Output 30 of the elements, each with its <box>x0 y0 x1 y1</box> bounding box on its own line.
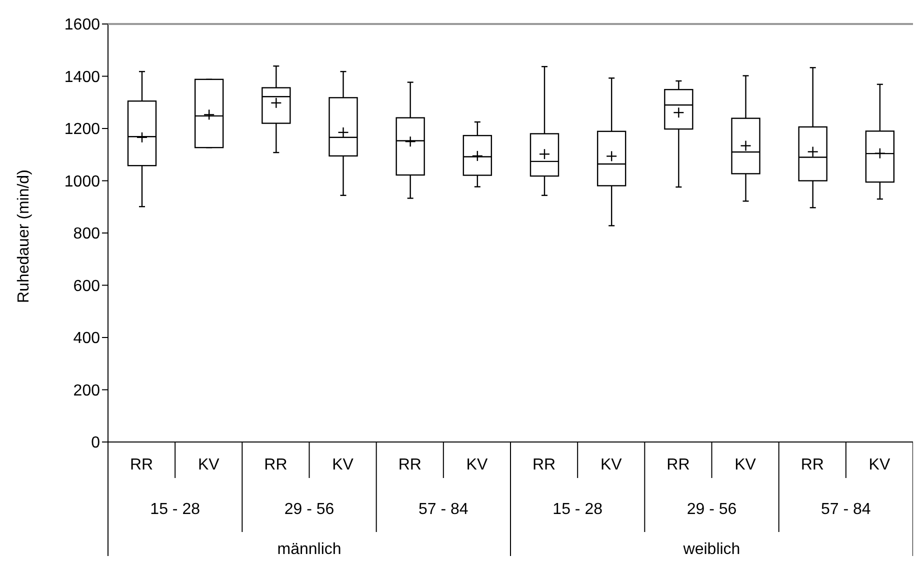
text: weiblich <box>682 541 740 558</box>
x-tick-label: RR <box>800 456 824 474</box>
x-tick-label: KV <box>332 456 354 474</box>
text: 15 - 28 <box>552 501 603 518</box>
y-tick-label: 200 <box>73 382 100 400</box>
y-tick-label: 800 <box>73 226 100 243</box>
y-tick-label: 400 <box>73 330 100 348</box>
y-tick-label: 1000 <box>64 173 100 190</box>
y-tick-label: 600 <box>73 278 100 295</box>
text: 15 - 28 <box>150 501 200 518</box>
x-tick-label: RR <box>666 456 690 474</box>
x-tick-label: KV <box>466 456 488 474</box>
text: 29 - 56 <box>284 501 334 518</box>
text: 57 - 84 <box>821 501 871 518</box>
y-tick-label: 1600 <box>64 16 100 34</box>
x-tick-label: KV <box>734 456 756 474</box>
x-tick-label: RR <box>398 456 422 474</box>
y-tick-label: 1200 <box>64 121 100 138</box>
x-tick-label: KV <box>600 456 622 474</box>
x-tick-label: RR <box>532 456 556 474</box>
x-tick-label: RR <box>264 456 288 474</box>
x-tick-label: KV <box>198 456 220 474</box>
y-tick-label: 1400 <box>64 68 100 86</box>
text: 29 - 56 <box>686 501 737 518</box>
text: 57 - 84 <box>418 501 468 518</box>
text: männlich <box>277 541 342 558</box>
y-axis-title: Ruhedauer (min/d) <box>16 170 33 303</box>
x-tick-label: KV <box>868 456 890 474</box>
x-tick-label: RR <box>130 456 154 474</box>
y-tick-label: 0 <box>91 434 100 452</box>
